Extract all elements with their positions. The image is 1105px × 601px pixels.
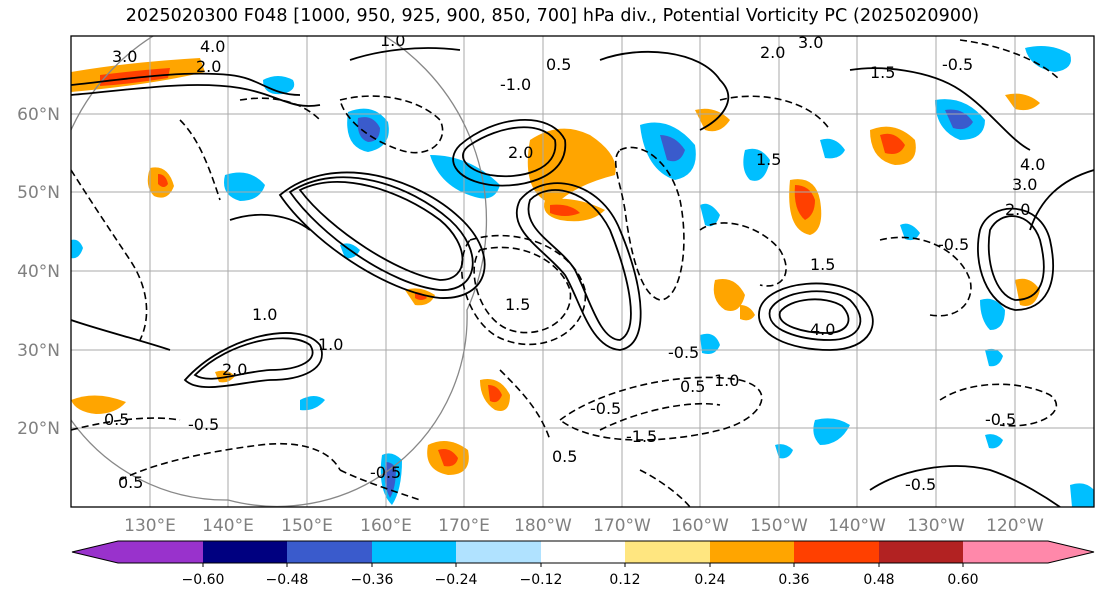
- colorbar-tick-label: 0.36: [778, 572, 809, 588]
- contour-label: 1.5: [505, 295, 530, 314]
- contour-label: 2.0: [1005, 200, 1030, 219]
- lat-label: 20°N: [17, 419, 60, 439]
- lon-label: 170°W: [593, 516, 651, 536]
- contour-label: 0.5: [552, 447, 577, 466]
- colorbar-swatch: [287, 541, 372, 563]
- lat-label: 50°N: [17, 183, 60, 203]
- contour-label: -0.5: [188, 415, 219, 434]
- lon-label: 150°E: [281, 516, 333, 536]
- contour-label: 4.0: [200, 37, 225, 56]
- contour-label: 2.0: [508, 143, 533, 162]
- colorbar-swatch: [203, 541, 287, 563]
- contour-label: 1.0: [252, 305, 277, 324]
- contour-label: 3.0: [1012, 175, 1037, 194]
- colorbar-swatch: [541, 541, 625, 563]
- colorbar-swatch: [456, 541, 541, 563]
- contour-label: 1.5: [756, 150, 781, 169]
- colorbar-tick-label: 0.60: [947, 572, 978, 588]
- lon-label: 160°E: [360, 516, 412, 536]
- contour-label: 1.5: [810, 255, 835, 274]
- colorbar-swatch: [625, 541, 710, 563]
- contour-label: 4.0: [1020, 155, 1045, 174]
- lat-label: 30°N: [17, 341, 60, 361]
- map-frame: [70, 35, 1095, 508]
- contour-label: -0.5: [590, 399, 621, 418]
- lat-label: 60°N: [17, 105, 60, 125]
- contour-label: 2.0: [222, 360, 247, 379]
- contour-label: 1.0: [714, 371, 739, 390]
- lon-label: 140°E: [202, 516, 254, 536]
- colorbar-swatch: [963, 541, 1048, 563]
- contour-label: 0.5: [680, 377, 705, 396]
- contour-labels: 4.0 3.0 2.0 3.0 2.0 1.5 2.0 3.0 4.0 1.5 …: [104, 31, 1045, 494]
- lon-label: 140°W: [828, 516, 886, 536]
- contour-label: 0.5: [546, 55, 571, 74]
- colorbar-tick-label: −0.60: [182, 572, 225, 588]
- contour-label: 3.0: [798, 33, 823, 52]
- contour-label: -1.0: [500, 75, 531, 94]
- colorbar-tick-label: −0.48: [266, 572, 309, 588]
- lon-label: 170°E: [438, 516, 490, 536]
- contour-label: 0.5: [104, 410, 129, 429]
- contour-label: -0.5: [370, 463, 401, 482]
- colorbar-swatch: [794, 541, 879, 563]
- longitude-labels: 130°E 140°E 150°E 160°E 170°E 180°W 170°…: [124, 516, 1044, 536]
- lon-label: 180°W: [514, 516, 572, 536]
- contour-label: -0.5: [668, 343, 699, 362]
- colorbar-swatch: [710, 541, 794, 563]
- colorbar-swatch: [879, 541, 963, 563]
- contour-label: 1.0: [318, 335, 343, 354]
- colorbar-outline: [71, 540, 1095, 564]
- colorbar-tick-label: 0.12: [609, 572, 640, 588]
- contour-label: 1.5: [870, 63, 895, 82]
- graticule: [71, 36, 1094, 507]
- colorbar-tick-label: −0.36: [351, 572, 394, 588]
- colorbar-min-extension: [72, 541, 118, 563]
- latitude-labels: 60°N 50°N 40°N 30°N 20°N: [17, 105, 60, 439]
- contour-label: 2.0: [196, 57, 221, 76]
- colorbar-swatch: [372, 541, 456, 563]
- map-plot-area: 4.0 3.0 2.0 3.0 2.0 1.5 2.0 3.0 4.0 1.5 …: [71, 31, 1094, 507]
- lon-label: 120°W: [986, 516, 1044, 536]
- range-circle: [71, 36, 488, 507]
- colorbar-tick-label: 0.24: [694, 572, 725, 588]
- lon-label: 130°E: [124, 516, 176, 536]
- lon-label: 160°W: [671, 516, 729, 536]
- contour-label: 4.0: [810, 320, 835, 339]
- contour-label: -0.5: [938, 235, 969, 254]
- contour-label: 0.5: [118, 473, 143, 492]
- figure-title: 2025020300 F048 [1000, 950, 925, 900, 85…: [125, 6, 980, 26]
- lon-label: 130°W: [907, 516, 965, 536]
- lon-label: 150°W: [750, 516, 808, 536]
- colorbar-swatch: [118, 541, 203, 563]
- colorbar-tick-label: −0.12: [520, 572, 563, 588]
- colorbar-tick-label: 0.48: [863, 572, 894, 588]
- contour-label: -1.5: [626, 427, 657, 446]
- contour-label: 3.0: [112, 47, 137, 66]
- colorbar-tick-label: −0.24: [435, 572, 478, 588]
- contour-label: 1.0: [380, 31, 405, 50]
- colorbar-max-extension: [1048, 541, 1094, 563]
- dashed-contours: [71, 39, 1061, 507]
- solid-contours: [71, 47, 1094, 507]
- colorbar: −0.60 −0.48 −0.36 −0.24 −0.12 0.12 0.24 …: [71, 540, 1095, 588]
- contour-label: -0.5: [905, 475, 936, 494]
- contour-label: 2.0: [760, 43, 785, 62]
- contour-label: -0.5: [985, 410, 1016, 429]
- lat-label: 40°N: [17, 262, 60, 282]
- shaded-anomaly-patches: [71, 46, 1094, 507]
- contour-label: -0.5: [942, 55, 973, 74]
